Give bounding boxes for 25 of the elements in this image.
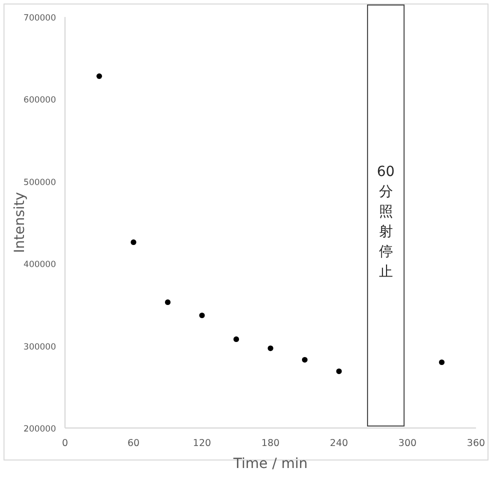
point — [164, 299, 171, 306]
point — [438, 359, 445, 366]
y-tick-label: 200000 — [24, 424, 56, 434]
x-tick-label: 0 — [62, 438, 68, 449]
x-tick-label: 300 — [398, 438, 417, 449]
point — [336, 368, 342, 374]
y-tick-label: 300000 — [24, 342, 56, 352]
band-label: 60 分照射停止 — [376, 164, 395, 280]
x-tick-label: 180 — [261, 438, 280, 449]
point — [130, 239, 136, 246]
y-tick-label: 600000 — [24, 96, 56, 106]
x-tick-label: 360 — [466, 438, 486, 449]
point — [96, 73, 102, 79]
y-axis-title: Intensity — [12, 192, 28, 253]
x-tick-label: 60 — [127, 438, 140, 449]
x-axis-title: Time / min — [232, 456, 308, 472]
y-tick-label: 500000 — [24, 178, 56, 188]
point — [268, 345, 274, 352]
x-tick-label: 120 — [192, 438, 212, 449]
y-tick-label: 700000 — [24, 14, 56, 24]
y-tick-label: 400000 — [24, 260, 56, 270]
point — [302, 356, 308, 363]
x-tick-label: 240 — [330, 438, 348, 449]
point — [233, 336, 240, 342]
point — [199, 312, 205, 318]
